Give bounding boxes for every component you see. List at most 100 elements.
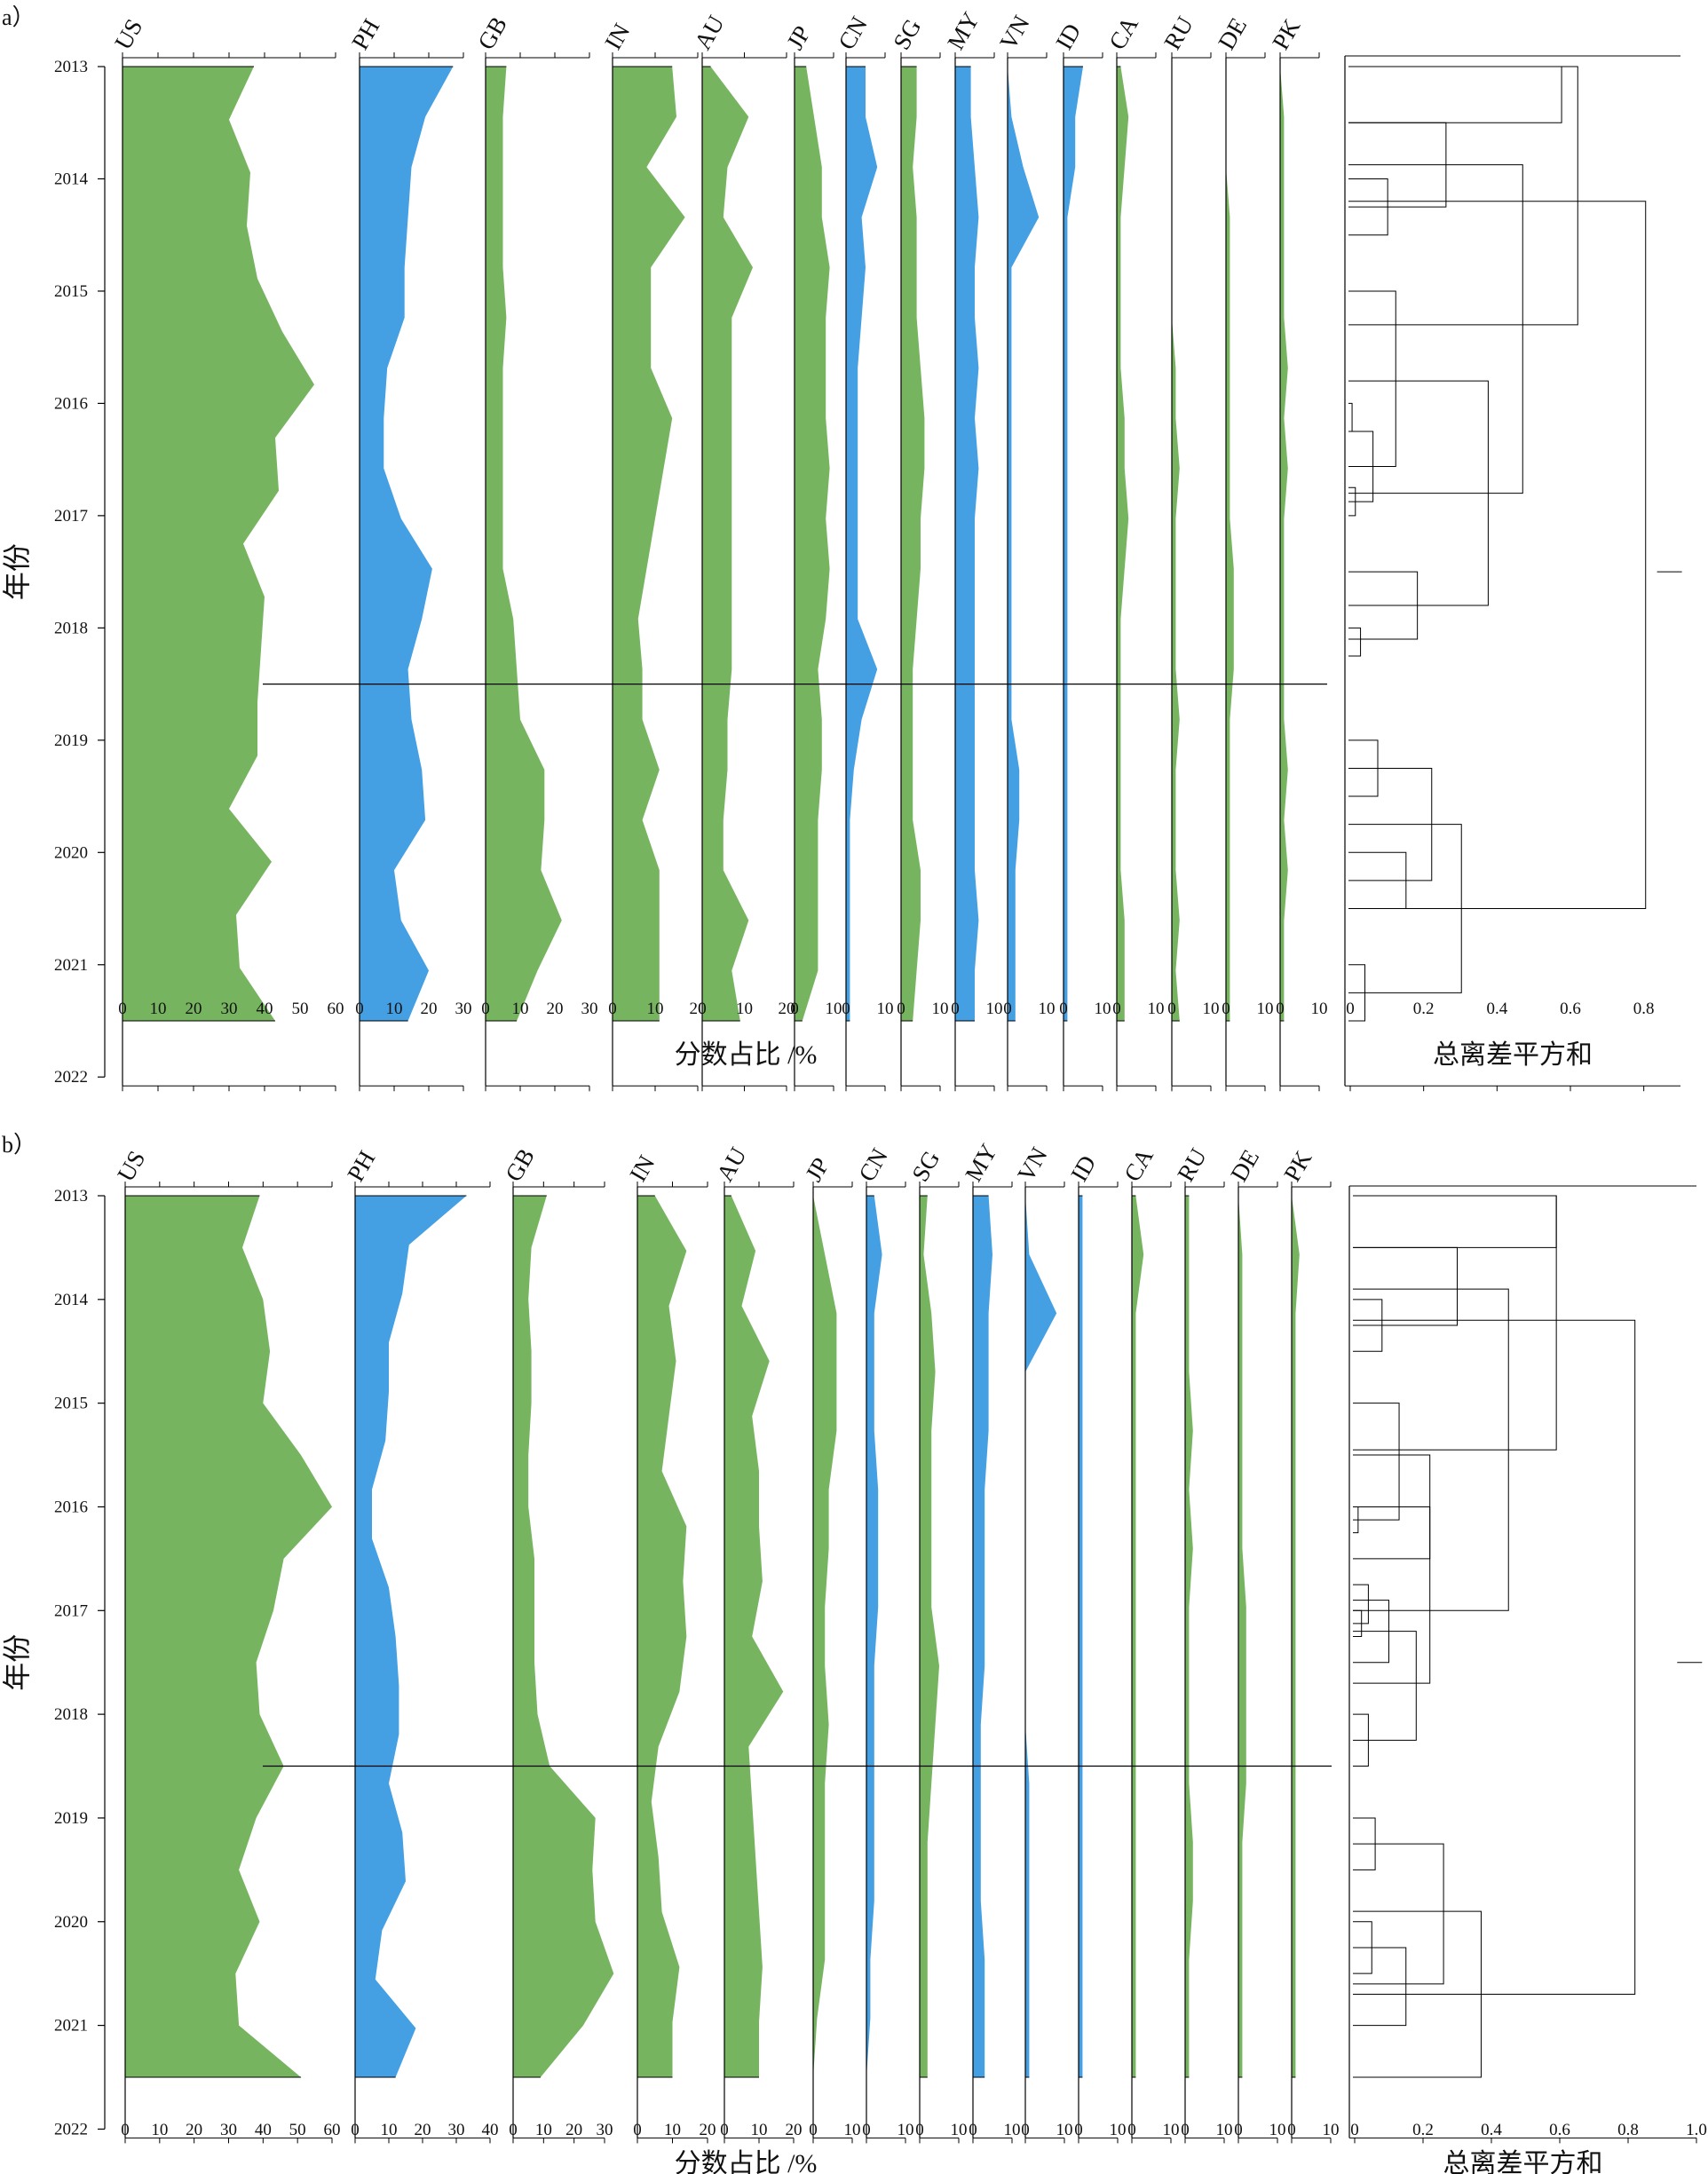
series-name: IN: [624, 1150, 660, 1186]
series-ru: 0 10 RU: [1158, 12, 1220, 1092]
dendrogram: 0 0.2 0.4 0.6 0.8 1.0 总离差平方和: [1348, 1185, 1707, 2174]
series-de: 0 10 DE: [1225, 1145, 1286, 2144]
x-tick-label: 10: [826, 1000, 842, 1018]
x-tick-label: 0: [809, 2121, 818, 2139]
panel-a: a）20132014201520162017201820192020202120…: [1, 4, 1682, 1092]
year-tick-label: 2017: [54, 507, 88, 526]
series-cn: 0 10 CN: [853, 1144, 914, 2144]
x-tick-label: 30: [581, 1000, 598, 1018]
x-axis-title: 分数占比 /%: [675, 2149, 818, 2174]
x-tick-label: 0: [355, 1000, 364, 1018]
x-tick-label: 10: [1257, 1000, 1274, 1018]
series-sg: 0 10 SG: [906, 1146, 968, 2144]
dendro-tick-label: 1.0: [1686, 2121, 1707, 2139]
dendro-join: [1348, 290, 1396, 468]
series-name: MY: [942, 7, 984, 54]
x-tick-label: 10: [1039, 1000, 1056, 1018]
series-id: 0 10 ID: [1050, 19, 1111, 1092]
area-pk: [1280, 67, 1288, 1021]
x-tick-label: 0: [969, 2121, 977, 2139]
series-name: ID: [1065, 1150, 1101, 1186]
series-de: 0 10 DE: [1213, 13, 1274, 1092]
series-us: 0 10 20 30 40 50 60 US: [112, 1146, 341, 2144]
area-pk: [1292, 1196, 1300, 2077]
x-tick-label: 10: [1323, 2121, 1340, 2139]
x-tick-label: 40: [257, 1000, 273, 1018]
series-name: CN: [833, 12, 873, 54]
year-tick-label: 2018: [54, 1705, 88, 1724]
series-name: US: [112, 1146, 150, 1186]
dendro-join: [1353, 1584, 1369, 1625]
series-vn: 0 10 VN: [994, 11, 1056, 1092]
year-tick-label: 2020: [54, 843, 88, 862]
x-tick-label: 0: [842, 1000, 850, 1018]
x-tick-label: 0: [862, 2121, 871, 2139]
x-tick-label: 30: [597, 2121, 613, 2139]
series-name: CA: [1103, 12, 1143, 54]
series-vn: 0 10 VN: [1012, 1142, 1073, 2144]
x-tick-label: 10: [381, 2121, 398, 2139]
dendro-join: [1353, 1631, 1417, 1741]
dendro-join: [1348, 164, 1523, 494]
x-tick-label: 20: [700, 2121, 716, 2139]
x-tick-label: 0: [698, 1000, 707, 1018]
x-tick-label: 10: [1203, 1000, 1220, 1018]
dendrogram: 0 0.2 0.4 0.6 0.8 总离差平方和: [1344, 55, 1682, 1092]
x-tick-label: 10: [647, 1000, 664, 1018]
x-tick-label: 0: [1276, 1000, 1285, 1018]
series-name: PK: [1278, 1146, 1317, 1186]
x-tick-label: 0: [351, 2121, 360, 2139]
year-tick-label: 2019: [54, 731, 88, 750]
series-pk: 0 10 PK: [1278, 1146, 1340, 2144]
x-tick-label: 10: [1216, 2121, 1233, 2139]
dendro-tick-label: 0.2: [1412, 2121, 1434, 2139]
x-tick-label: 10: [150, 1000, 167, 1018]
x-tick-label: 10: [1095, 1000, 1111, 1018]
x-tick-label: 0: [1003, 1000, 1012, 1018]
area-sg: [901, 67, 925, 1021]
series-name: VN: [1012, 1142, 1052, 1186]
x-tick-label: 20: [565, 2121, 582, 2139]
area-my: [955, 67, 979, 1021]
x-tick-label: 30: [220, 2121, 237, 2139]
x-tick-label: 10: [535, 2121, 552, 2139]
year-tick-label: 2019: [54, 1809, 88, 1828]
dendro-join: [1348, 66, 1578, 326]
x-tick-label: 10: [1148, 1000, 1165, 1018]
x-tick-label: 10: [751, 2121, 768, 2139]
series-in: 0 10 20 IN: [624, 1150, 716, 2144]
series-ca: 0 10 CA: [1103, 12, 1165, 1092]
series-name: US: [109, 14, 147, 54]
area-cn: [866, 1196, 882, 2077]
area-ph: [355, 1196, 467, 2077]
x-tick-label: 30: [448, 2121, 465, 2139]
x-tick-label: 0: [1287, 2121, 1296, 2139]
series-name: RU: [1158, 12, 1198, 54]
series-gb: 0 10 20 30 GB: [472, 12, 598, 1092]
x-tick-label: 30: [221, 1000, 238, 1018]
dendro-tick-label: 0.8: [1633, 1000, 1655, 1018]
x-tick-label: 10: [1056, 2121, 1073, 2139]
x-tick-label: 10: [986, 1000, 1003, 1018]
x-tick-label: 0: [608, 1000, 617, 1018]
year-tick-label: 2013: [54, 58, 88, 76]
series-jp: 0 10 JP: [781, 21, 842, 1092]
dendro-tick-label: 0.8: [1617, 2121, 1639, 2139]
series-ca: 0 10 CA: [1119, 1143, 1180, 2144]
dendro-join: [1348, 66, 1562, 123]
x-tick-label: 20: [186, 2121, 202, 2139]
year-tick-label: 2013: [54, 1187, 88, 1206]
dendro-join: [1353, 1506, 1431, 1684]
series-au: 0 10 20 AU: [689, 11, 795, 1092]
year-tick-label: 2022: [54, 2120, 88, 2138]
series-name: VN: [994, 11, 1034, 54]
series-name: PH: [342, 1146, 380, 1186]
dendro-tick-label: 0.6: [1549, 2121, 1570, 2139]
series-name: MY: [960, 1139, 1002, 1186]
x-tick-label: 0: [720, 2121, 729, 2139]
x-tick-label: 0: [897, 1000, 905, 1018]
x-tick-label: 50: [292, 1000, 309, 1018]
series-ph: 0 10 20 30 40 PH: [342, 1146, 499, 2144]
x-tick-label: 10: [1110, 2121, 1127, 2139]
